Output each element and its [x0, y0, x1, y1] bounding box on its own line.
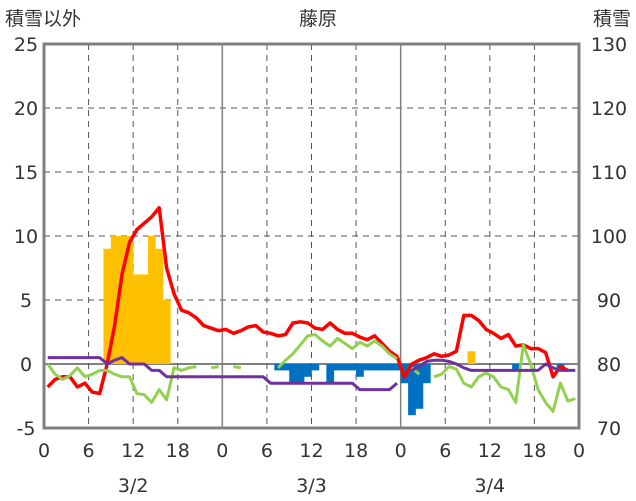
x-tick-label: 0: [573, 440, 585, 462]
left-tick-label: 0: [20, 354, 32, 376]
bar-negative: [393, 364, 401, 371]
day-label: 3/2: [118, 475, 149, 497]
green-series-line: [46, 333, 576, 413]
x-tick-label: 0: [395, 440, 407, 462]
bar-negative: [512, 364, 520, 371]
bar-positive: [110, 236, 119, 364]
left-tick-label: 15: [14, 162, 38, 184]
bar-positive: [103, 248, 112, 364]
bar-negative: [348, 364, 357, 371]
bar-negative: [370, 364, 379, 371]
right-tick-label: 70: [597, 418, 621, 440]
bar-negative: [378, 364, 387, 371]
bar-negative: [363, 364, 372, 371]
right-tick-label: 110: [591, 162, 627, 184]
x-tick-label: 12: [299, 440, 323, 462]
left-tick-label: -5: [17, 418, 36, 440]
left-tick-label: 5: [20, 290, 32, 312]
chart-title: 藤原: [299, 8, 337, 30]
bar-negative: [341, 364, 349, 371]
x-axis-ticks: 0 6 12 18 0 6 12 18 0 6 12 18 0: [38, 440, 585, 462]
bar-negative: [422, 364, 431, 384]
right-tick-label: 90: [597, 290, 621, 312]
right-axis-ticks: 130 120 110 100 90 80 70: [591, 34, 627, 440]
bar-negative: [333, 364, 342, 371]
bar-positive: [155, 248, 164, 364]
x-tick-label: 0: [216, 440, 228, 462]
bar-positive: [148, 236, 156, 364]
bar-positive: [140, 274, 149, 364]
left-axis-label: 積雪以外: [5, 8, 81, 30]
x-tick-label: 12: [121, 440, 145, 462]
bar-negative: [296, 364, 305, 384]
bar-negative: [311, 364, 320, 371]
right-tick-label: 80: [597, 354, 621, 376]
bar-negative: [385, 364, 394, 371]
x-tick-label: 18: [344, 440, 368, 462]
left-tick-label: 10: [14, 226, 38, 248]
bar-series: [103, 236, 565, 416]
bar-positive: [162, 300, 171, 364]
bar-positive: [133, 274, 141, 364]
right-tick-label: 100: [591, 226, 627, 248]
bar-positive: [125, 236, 134, 364]
bar-positive: [118, 236, 127, 364]
day-label: 3/4: [475, 475, 506, 497]
bar-negative: [304, 364, 312, 377]
bar-negative: [356, 364, 364, 377]
line-series: [46, 206, 576, 413]
x-tick-label: 18: [522, 440, 546, 462]
purple-series-line: [47, 356, 576, 392]
x-tick-label: 0: [38, 440, 50, 462]
red-series-line: [46, 206, 569, 396]
left-tick-label: 20: [14, 98, 38, 120]
bar-negative: [326, 364, 335, 384]
bar-negative: [408, 364, 416, 416]
bar-negative: [281, 364, 290, 371]
right-tick-label: 130: [591, 34, 627, 56]
right-tick-label: 120: [591, 98, 627, 120]
left-axis-ticks: 25 20 15 10 5 0 -5: [14, 34, 38, 440]
x-tick-label: 6: [439, 440, 451, 462]
x-tick-label: 18: [166, 440, 190, 462]
left-tick-label: 25: [14, 34, 38, 56]
plot-frame: [42, 42, 581, 430]
day-label: 3/3: [296, 475, 327, 497]
bar-negative: [415, 364, 424, 409]
day-labels: 3/2 3/3 3/4: [118, 475, 505, 497]
right-axis-label: 積雪: [593, 8, 631, 30]
x-tick-label: 6: [83, 440, 95, 462]
bar-positive: [467, 351, 476, 364]
bar-negative: [289, 364, 297, 384]
x-tick-label: 12: [478, 440, 502, 462]
x-tick-label: 6: [261, 440, 273, 462]
